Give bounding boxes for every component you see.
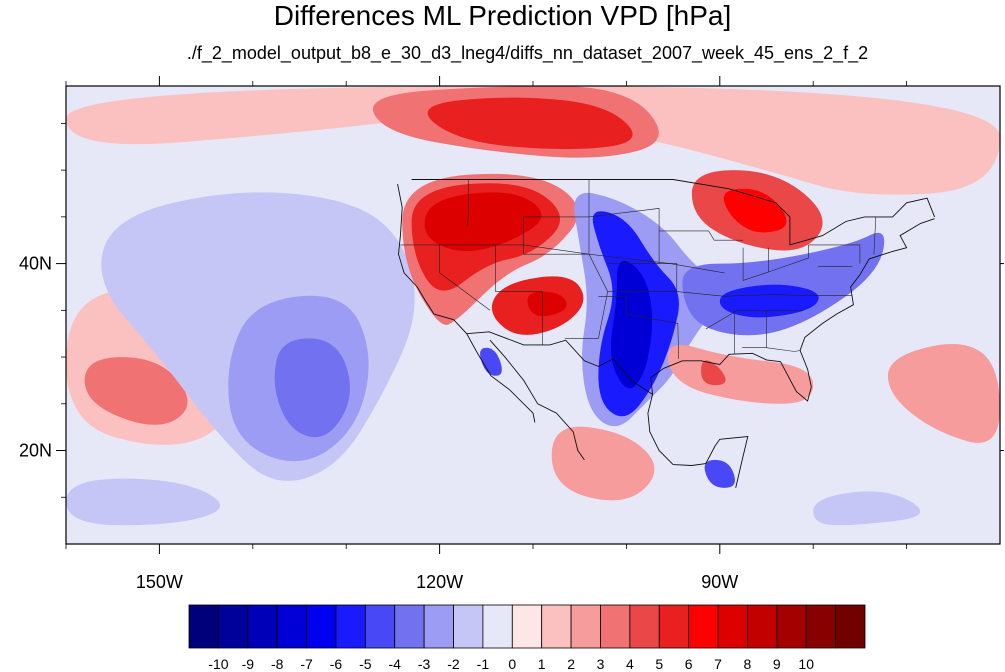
colorbar-label: 7	[714, 656, 722, 672]
colorbar-label: -10	[208, 656, 228, 672]
colorbar-box-7	[394, 604, 425, 649]
colorbar-box-20	[776, 604, 807, 649]
colorbar-box-21	[805, 604, 837, 649]
colorbar-box-8	[423, 604, 454, 649]
state-border-8	[598, 296, 679, 359]
colorbar-box-13	[570, 604, 601, 649]
colorbar-label: 0	[508, 656, 516, 672]
axis-ticks: 150W 120W 90W 40N 20N	[19, 76, 1004, 592]
state-border-16	[768, 244, 809, 273]
field-region-16	[610, 260, 653, 389]
lon-tick-label: 90W	[701, 572, 738, 592]
coastline-3	[647, 394, 749, 489]
state-border-6	[523, 208, 660, 264]
field-region-2	[427, 97, 633, 150]
colorbar-box-18	[717, 604, 748, 649]
lat-tick-label: 40N	[19, 254, 52, 274]
state-border-17	[808, 244, 861, 264]
colorbar: -10 -9 -8 -7 -6 -5 -4 -3 -2 -1 0 1 2 3 4 5 6 7 8 9 10	[188, 604, 866, 672]
colorbar-box-1	[217, 604, 249, 649]
state-border-3	[495, 244, 543, 345]
state-border-7	[607, 263, 678, 292]
state-border-4	[523, 216, 609, 339]
colorbar-label: 5	[655, 656, 663, 672]
colorbar-label: 6	[685, 656, 693, 672]
state-border-15	[742, 247, 769, 281]
colorbar-box-16	[658, 604, 690, 649]
colorbar-label: -3	[418, 656, 431, 672]
colorbar-box-17	[688, 604, 719, 649]
country-border-0	[411, 179, 936, 246]
colorbar-box-12	[541, 604, 572, 649]
field-region-21	[667, 345, 814, 404]
colorbar-box-10	[482, 604, 513, 649]
colorbar-label: 10	[798, 656, 814, 672]
field-region-22	[701, 360, 726, 386]
colorbar-label: 8	[744, 656, 752, 672]
colorbar-label: -4	[388, 656, 401, 672]
state-border-0	[467, 179, 469, 227]
coastline-1	[489, 339, 585, 461]
field-region-11	[424, 192, 542, 252]
colorbar-box-0	[188, 604, 219, 649]
colorbar-box-11	[511, 604, 543, 649]
field-region-20	[719, 284, 819, 318]
colorbar-box-2	[247, 604, 278, 649]
colorbar-box-4	[306, 604, 337, 649]
state-border-11	[705, 310, 804, 330]
colorbar-label: 2	[567, 656, 575, 672]
field-region-24	[887, 343, 1000, 443]
lon-tick-label: 150W	[136, 572, 183, 592]
field-region-8	[66, 478, 221, 526]
field-region-0	[66, 86, 1000, 195]
colorbar-box-19	[747, 604, 778, 649]
colorbar-label: -6	[330, 656, 343, 672]
country-border-1	[466, 331, 653, 395]
map-title: Differences ML Prediction VPD [hPa]	[273, 0, 732, 31]
field-region-27	[480, 347, 502, 376]
field-region-7	[274, 338, 350, 438]
colorbar-label: 9	[773, 656, 781, 672]
state-border-2	[439, 244, 491, 311]
state-border-19	[873, 216, 893, 255]
colorbar-label: -2	[447, 656, 460, 672]
field-region-26	[813, 491, 921, 526]
coastline-0	[397, 184, 536, 423]
colorbar-box-5	[335, 604, 366, 649]
map-subtitle: ./f_2_model_output_b8_e_30_d3_lneg4/diff…	[186, 43, 869, 63]
field-region-25	[704, 459, 735, 488]
state-border-14	[766, 347, 801, 352]
coastlines	[397, 179, 936, 489]
difference-field	[66, 86, 1000, 526]
colorbar-label: 1	[538, 656, 546, 672]
state-border-9	[659, 230, 744, 241]
colorbar-box-9	[453, 604, 484, 649]
colorbar-label: -9	[242, 656, 255, 672]
lon-tick-label: 120W	[416, 572, 463, 592]
colorbar-label: 3	[597, 656, 605, 672]
colorbar-box-15	[629, 604, 660, 649]
colorbar-label: 4	[626, 656, 634, 672]
field-region-18	[723, 188, 787, 233]
colorbar-label: -5	[359, 656, 372, 672]
field-region-13	[527, 291, 567, 317]
coastline-2	[650, 218, 935, 402]
colorbar-box-22	[835, 604, 866, 649]
colorbar-box-14	[600, 604, 631, 649]
colorbar-box-3	[276, 604, 307, 649]
lat-tick-label: 20N	[19, 441, 52, 461]
colorbar-label: -7	[300, 656, 313, 672]
colorbar-label: -8	[271, 656, 284, 672]
colorbar-label: -1	[477, 656, 490, 672]
plot-area: 150W 120W 90W 40N 20N	[19, 76, 1004, 592]
state-border-10	[676, 291, 852, 297]
field-region-23	[551, 426, 655, 501]
field-region-4	[84, 357, 188, 425]
colorbar-box-6	[364, 604, 396, 649]
